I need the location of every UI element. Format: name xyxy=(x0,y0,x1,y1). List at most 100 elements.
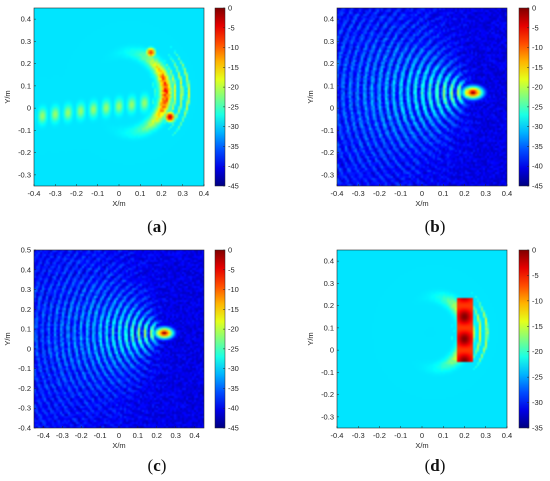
colorbar-tick-label: -20 xyxy=(228,83,239,92)
y-axis-label: Y/m xyxy=(306,332,315,345)
x-tick-label: 0.3 xyxy=(481,189,491,198)
panel-a: -0.4 -0.3 -0.2 -0.1 0 0.1 0.2 0.3 0.4 -0.3 -0.2 -0.… xyxy=(3,4,239,237)
colorbar-tick-label: -35 xyxy=(532,424,543,433)
y-axis-label: Y/m xyxy=(306,90,315,103)
x-tick-label: 0.1 xyxy=(133,431,143,440)
colorbar-tick-label: -45 xyxy=(532,182,543,191)
x-tick-label: -0.4 xyxy=(331,431,344,440)
colorbar-tick-label: -10 xyxy=(532,296,543,305)
y-tick-label: 0 xyxy=(330,346,334,355)
x-tick-label: 0.4 xyxy=(199,189,209,198)
y-tick-label: 0.4 xyxy=(324,15,334,24)
x-axis-label: X/m xyxy=(112,441,125,450)
colorbar-tick-label: -5 xyxy=(228,23,235,32)
y-tick-label: -0.1 xyxy=(18,126,31,135)
colorbar-tick-label: -30 xyxy=(532,122,543,131)
panel-caption: (a) xyxy=(147,217,167,236)
y-tick-label: 0 xyxy=(27,344,31,353)
x-tick-label: -0.2 xyxy=(75,431,88,440)
x-tick-label: 0.4 xyxy=(502,189,512,198)
x-axis-label: X/m xyxy=(415,441,428,450)
colorbar-tick-label: -25 xyxy=(532,373,543,382)
x-tick-label: 0 xyxy=(117,189,121,198)
colorbar-tick-label: -15 xyxy=(532,63,543,72)
y-tick-label: 0.2 xyxy=(324,301,334,310)
y-tick-label: 0 xyxy=(27,104,31,113)
panel-caption: (c) xyxy=(148,456,167,475)
y-tick-label: -0.3 xyxy=(18,404,31,413)
colorbar-tick-label: -20 xyxy=(532,347,543,356)
y-tick-label: 0.2 xyxy=(324,59,334,68)
y-tick-label: -0.2 xyxy=(18,148,31,157)
x-tick-label: 0.1 xyxy=(135,189,145,198)
colorbar-tick-label: -25 xyxy=(228,102,239,111)
y-tick-label: 0.1 xyxy=(21,81,31,90)
colorbar-tick-label: -10 xyxy=(228,285,239,294)
y-tick-label: 0.1 xyxy=(324,323,334,332)
y-tick-label: -0.4 xyxy=(18,424,31,433)
panel-d: -0.4 -0.3 -0.2 -0.1 0 0.1 0.2 0.3 0.4 -0.3 -0.2 -0.… xyxy=(306,246,543,476)
x-tick-label: 0.1 xyxy=(438,189,448,198)
colorbar-tick-label: -10 xyxy=(532,43,543,52)
colorbar-tick-label: -40 xyxy=(228,404,239,413)
colorbar-tick-label: -5 xyxy=(228,265,235,274)
panel-caption: (d) xyxy=(425,456,446,475)
panel-b: -0.4 -0.3 -0.2 -0.1 0 0.1 0.2 0.3 0.4 -0.3 -0.2 -0.… xyxy=(306,4,543,237)
x-tick-label: 0.2 xyxy=(156,189,166,198)
y-tick-label: 0.2 xyxy=(21,59,31,68)
x-tick-label: 0.4 xyxy=(502,431,512,440)
y-tick-label: 0.4 xyxy=(21,15,31,24)
heatmap-image xyxy=(34,8,204,186)
colorbar-tick-label: -20 xyxy=(228,325,239,334)
y-tick-label: 0.3 xyxy=(324,279,334,288)
colorbar-tick-label: -10 xyxy=(228,43,239,52)
x-tick-label: 0.3 xyxy=(481,431,491,440)
x-tick-label: -0.1 xyxy=(394,431,407,440)
colorbar xyxy=(214,7,226,187)
x-tick-label: -0.1 xyxy=(394,189,407,198)
x-tick-label: 0.1 xyxy=(438,431,448,440)
heatmap-image xyxy=(34,250,204,428)
colorbar-tick-label: -45 xyxy=(228,424,239,433)
colorbar-tick-label: -40 xyxy=(228,162,239,171)
x-tick-label: -0.4 xyxy=(37,431,50,440)
y-axis-label: Y/m xyxy=(3,90,12,103)
colorbar xyxy=(214,249,226,429)
y-tick-label: 0.1 xyxy=(324,81,334,90)
y-tick-label: 0.3 xyxy=(324,37,334,46)
heatmap-image xyxy=(337,250,507,428)
x-axis-label: X/m xyxy=(112,199,125,208)
colorbar-tick-label: -40 xyxy=(532,162,543,171)
y-tick-label: 0.3 xyxy=(21,37,31,46)
y-tick-label: 0.5 xyxy=(21,246,31,255)
x-tick-label: -0.3 xyxy=(352,431,365,440)
y-tick-label: -0.3 xyxy=(321,170,334,179)
x-tick-label: -0.3 xyxy=(352,189,365,198)
colorbar-tick-label: -15 xyxy=(532,322,543,331)
x-tick-label: -0.1 xyxy=(94,431,107,440)
colorbar-tick-label: -25 xyxy=(228,344,239,353)
x-tick-label: -0.2 xyxy=(70,189,83,198)
y-tick-label: 0 xyxy=(330,104,334,113)
y-tick-label: -0.1 xyxy=(18,364,31,373)
y-tick-label: 0.3 xyxy=(21,285,31,294)
heatmap-image xyxy=(337,8,507,186)
colorbar-tick-label: 0 xyxy=(532,246,536,255)
x-tick-label: 0 xyxy=(117,431,121,440)
colorbar-tick-label: -5 xyxy=(532,23,539,32)
x-tick-label: 0.2 xyxy=(459,431,469,440)
y-tick-label: -0.1 xyxy=(321,368,334,377)
panel-caption: (b) xyxy=(425,217,446,236)
colorbar-tick-label: -25 xyxy=(532,102,543,111)
colorbar-tick-label: -30 xyxy=(228,122,239,131)
x-tick-label: -0.1 xyxy=(91,189,104,198)
y-tick-label: -0.1 xyxy=(321,126,334,135)
x-tick-label: -0.4 xyxy=(331,189,344,198)
y-tick-label: -0.2 xyxy=(321,390,334,399)
colorbar-tick-label: -35 xyxy=(228,142,239,151)
x-tick-label: 0.2 xyxy=(152,431,162,440)
x-tick-label: 0 xyxy=(420,431,424,440)
y-tick-label: 0.4 xyxy=(324,257,334,266)
panel-c: -0.4 -0.3 -0.2 -0.1 0 0.1 0.2 0.3 0.4 -0.4 -0.3 -0.… xyxy=(3,246,239,476)
